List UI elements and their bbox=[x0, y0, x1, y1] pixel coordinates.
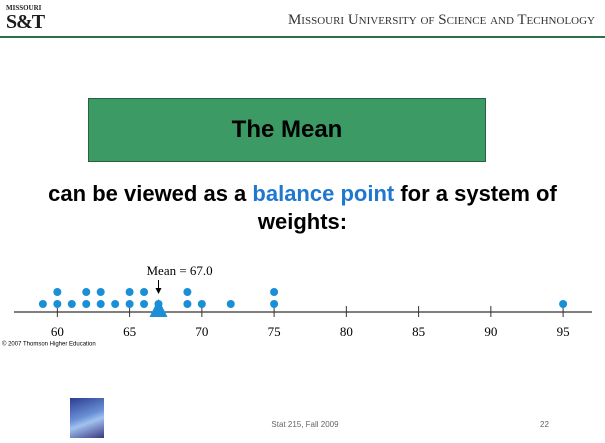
x-tick-label: 65 bbox=[123, 324, 136, 339]
dot-plot: 60 65 70 75 80 85 90 95 Mean = 67.0 © 2007 Thomso… bbox=[0, 255, 605, 370]
dot bbox=[53, 288, 61, 296]
x-tick-label: 80 bbox=[340, 324, 353, 339]
dot bbox=[140, 288, 148, 296]
body-text: can be viewed as a balance point for a s… bbox=[20, 180, 585, 236]
x-tick-label: 90 bbox=[484, 324, 497, 339]
header-title: Missouri University of Science and Techn… bbox=[150, 12, 595, 29]
dot bbox=[82, 288, 90, 296]
dot bbox=[68, 300, 76, 308]
dot bbox=[183, 288, 191, 296]
dot bbox=[559, 300, 567, 308]
text: can be viewed as a bbox=[48, 181, 252, 206]
footer-course: Stat 215, Fall 2009 bbox=[240, 420, 370, 429]
thumbnail bbox=[70, 398, 104, 438]
x-tick-label: 60 bbox=[51, 324, 64, 339]
slide-title: The Mean bbox=[88, 98, 486, 162]
logo: S&T bbox=[6, 11, 44, 34]
x-tick-label: 75 bbox=[268, 324, 281, 339]
dot bbox=[270, 288, 278, 296]
dot bbox=[126, 300, 134, 308]
dot bbox=[97, 288, 105, 296]
dot bbox=[227, 300, 235, 308]
x-tick-label: 70 bbox=[195, 324, 208, 339]
x-tick-label: 95 bbox=[557, 324, 570, 339]
header-rule bbox=[0, 36, 605, 38]
dot bbox=[140, 300, 148, 308]
dot bbox=[82, 300, 90, 308]
dot bbox=[270, 300, 278, 308]
x-tick-label: 85 bbox=[412, 324, 425, 339]
dot bbox=[111, 300, 119, 308]
dot bbox=[126, 288, 134, 296]
dot bbox=[198, 300, 206, 308]
highlight: balance point bbox=[252, 181, 394, 206]
mean-label: Mean = 67.0 bbox=[147, 263, 213, 278]
arrow-head bbox=[156, 288, 162, 294]
credit: © 2007 Thomson Higher Education bbox=[2, 341, 96, 348]
slide: MISSOURI S&T Missouri University of Scie… bbox=[0, 0, 605, 443]
mean-marker bbox=[150, 299, 168, 317]
dot bbox=[39, 300, 47, 308]
title-text: The Mean bbox=[232, 116, 343, 144]
dot bbox=[183, 300, 191, 308]
dot bbox=[97, 300, 105, 308]
dot bbox=[53, 300, 61, 308]
page-number: 22 bbox=[540, 420, 549, 429]
